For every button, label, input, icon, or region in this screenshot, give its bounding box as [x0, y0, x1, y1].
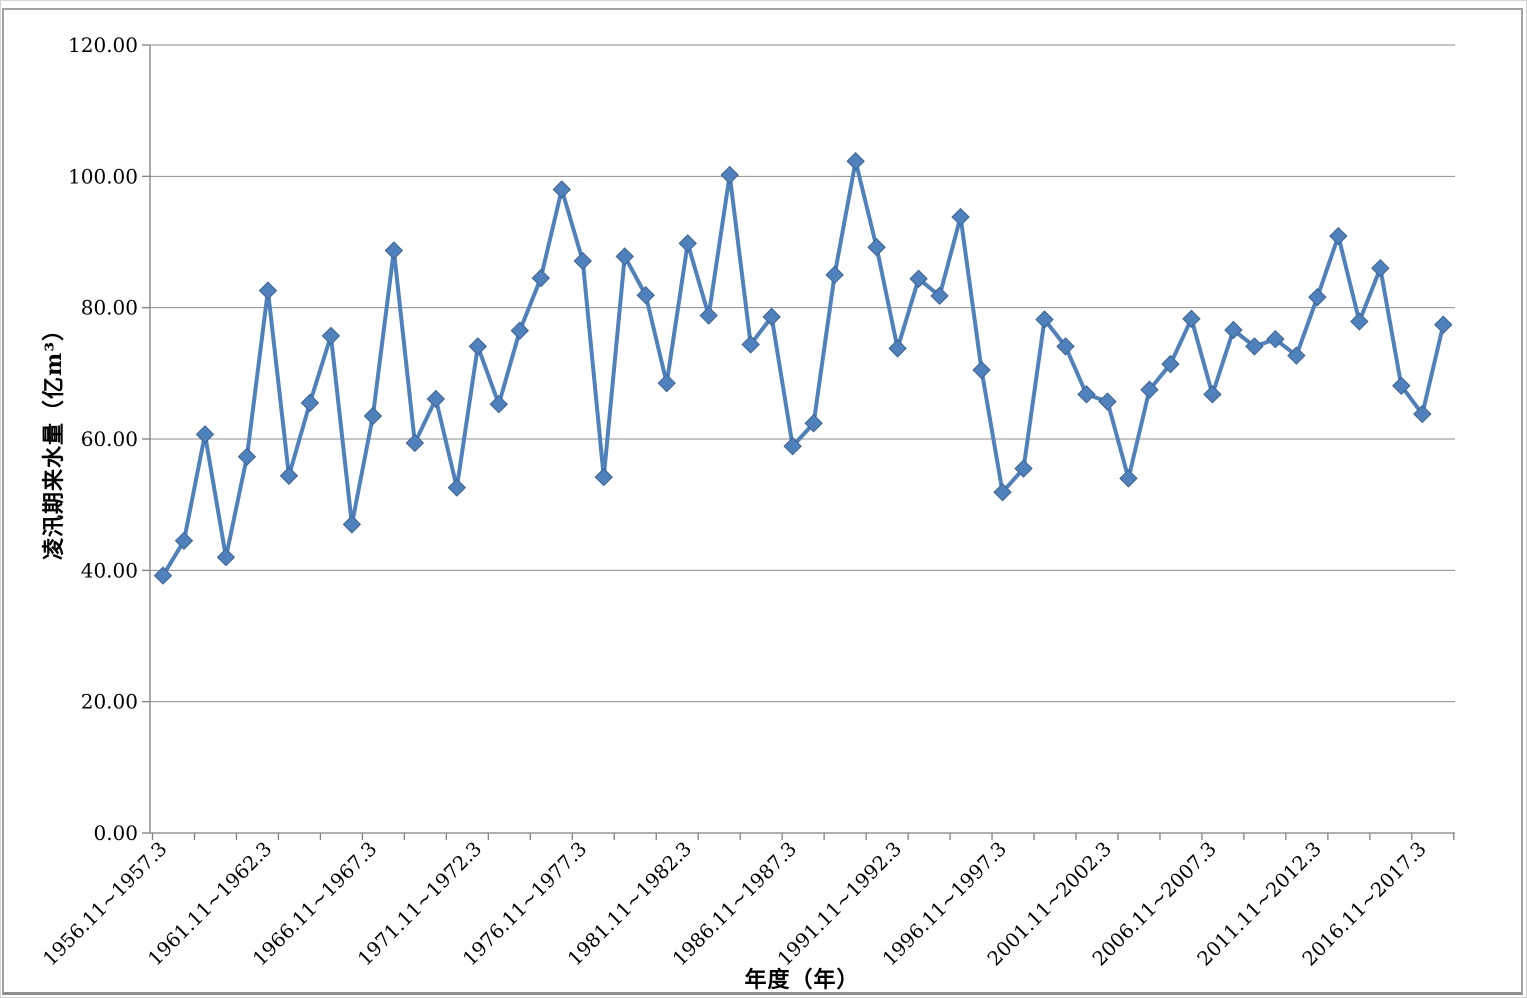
data-point-marker [678, 234, 697, 253]
data-point-marker [720, 165, 739, 185]
data-point-marker [1035, 310, 1054, 329]
data-point-marker [195, 425, 215, 444]
data-point-marker [468, 337, 488, 356]
data-point-marker [762, 307, 781, 327]
data-point-marker [1119, 469, 1138, 488]
y-tick-label: 40.00 [81, 558, 138, 582]
y-tick-label: 60.00 [81, 427, 138, 451]
x-axis-title: 年度（年） [744, 967, 860, 993]
y-tick-label: 0.00 [93, 821, 138, 845]
gridlines [150, 44, 1455, 703]
data-point-marker [363, 406, 383, 426]
data-point-marker [1203, 385, 1222, 404]
data-point-marker [300, 393, 320, 413]
series-line [161, 159, 1446, 578]
data-point-marker [1245, 337, 1264, 356]
data-point-marker [1098, 392, 1117, 411]
data-point-marker [1434, 315, 1453, 334]
data-point-marker [258, 281, 278, 300]
data-point-marker [636, 285, 655, 305]
data-point-marker [321, 326, 341, 346]
data-point-marker [594, 467, 613, 487]
data-point-marker [237, 447, 257, 466]
data-point-marker [783, 437, 802, 456]
data-point-marker [489, 394, 509, 414]
data-point-marker [1287, 346, 1306, 365]
data-point-marker [1371, 259, 1390, 278]
y-tick-label: 100.00 [68, 164, 138, 188]
data-point-marker [846, 152, 865, 171]
data-point-marker [1392, 376, 1411, 396]
data-point-marker [447, 478, 467, 497]
data-point-marker [426, 389, 446, 409]
data-point-marker [657, 373, 676, 393]
y-tick-label: 80.00 [81, 296, 138, 320]
data-point-marker [1350, 312, 1369, 331]
y-axis-ticks: 0.00 20.00 40.00 60.00 80.00 100.00 120.00 [68, 33, 150, 845]
data-point-marker [342, 515, 362, 534]
data-point-marker [174, 531, 194, 550]
data-point-marker [1308, 287, 1327, 307]
data-point-marker [1266, 329, 1285, 349]
data-point-marker [279, 466, 299, 485]
data-markers [153, 152, 1453, 585]
data-point-marker [993, 482, 1012, 502]
data-series [161, 159, 1446, 578]
data-point-marker [216, 547, 236, 567]
data-point-marker [153, 566, 173, 585]
data-point-marker [1329, 226, 1348, 246]
data-point-marker [888, 339, 907, 358]
data-point-marker [1014, 459, 1033, 478]
data-point-marker [573, 251, 592, 271]
data-point-marker [531, 268, 551, 288]
data-point-marker [1056, 337, 1075, 356]
data-point-marker [1182, 309, 1201, 329]
data-point-marker [405, 433, 425, 453]
data-point-marker [1413, 404, 1432, 424]
data-point-marker [1161, 354, 1180, 374]
data-point-marker [909, 269, 928, 288]
y-tick-label: 20.00 [81, 690, 138, 714]
x-axis-ticks [151, 833, 1455, 840]
x-axis-labels: 1956.11~1957.31961.11~1962.31966.11~1967… [38, 837, 1430, 970]
data-point-marker [804, 414, 823, 433]
data-point-marker [951, 207, 970, 227]
data-point-marker [741, 335, 760, 354]
data-point-marker [384, 241, 404, 260]
data-point-marker [510, 321, 530, 340]
data-point-marker [1224, 320, 1243, 340]
data-point-marker [699, 306, 718, 325]
data-point-marker [615, 247, 634, 266]
data-point-marker [1140, 380, 1159, 399]
y-axis-title: 凌汛期来水量（亿m³） [41, 318, 67, 560]
data-point-marker [867, 238, 886, 257]
y-tick-label: 120.00 [68, 33, 138, 57]
chart-object-border [2, 8, 1523, 995]
data-point-marker [972, 360, 991, 380]
data-point-marker [552, 180, 571, 199]
data-point-marker [930, 286, 949, 306]
data-point-marker [825, 265, 844, 285]
data-point-marker [1077, 385, 1096, 404]
